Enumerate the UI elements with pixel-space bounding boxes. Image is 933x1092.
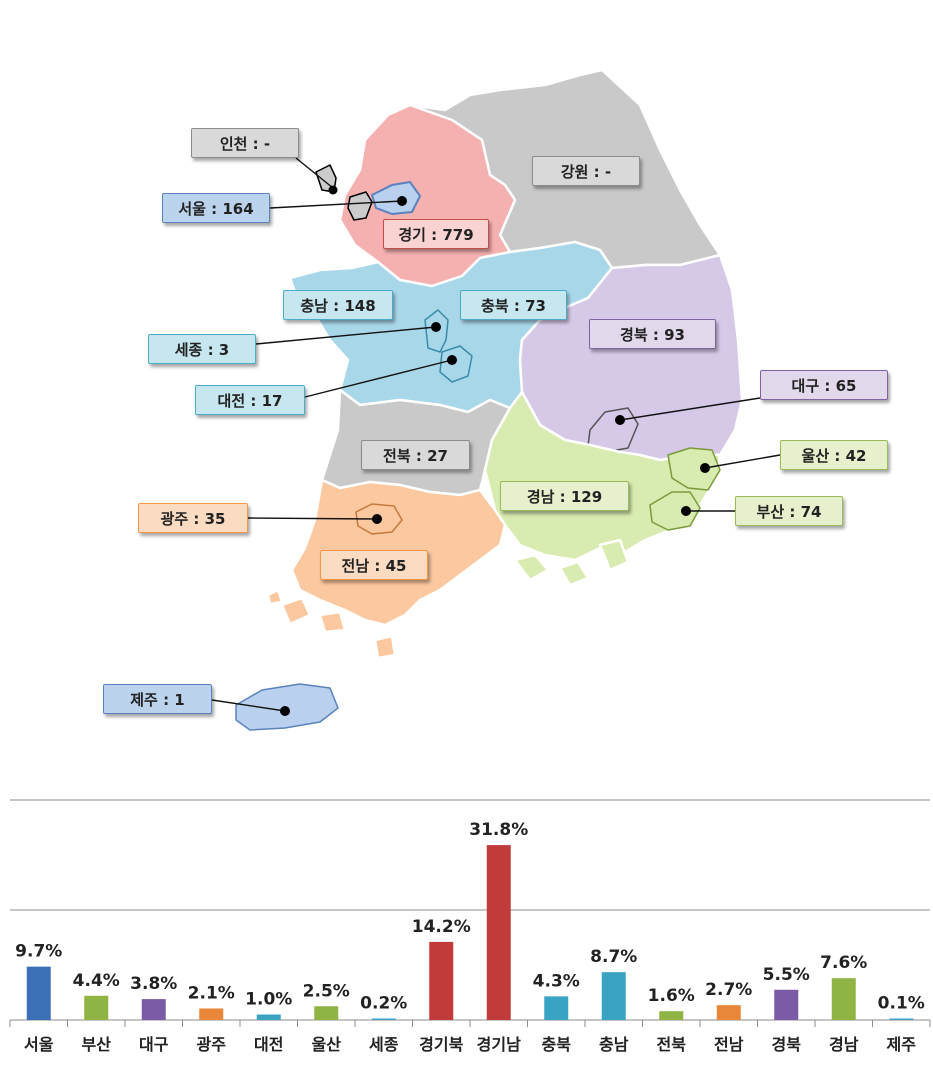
category-label: 경남: [829, 1035, 859, 1054]
bar-11: [659, 1011, 684, 1020]
bar-0: [26, 966, 51, 1020]
ulsan-leader: [704, 454, 781, 469]
bar-value-label: 0.1%: [878, 994, 925, 1014]
bar-15: [889, 1018, 914, 1020]
bar-value-label: 8.7%: [590, 947, 637, 967]
share-bar-chart: 9.7% 서울 4.4% 부산 3.8% 대구 2.1% 광주 1.0% 대전 2.5% 울산 0.2%…: [9, 799, 931, 1054]
bar-value-label: 4.4%: [73, 971, 120, 991]
category-label: 광주: [197, 1035, 227, 1054]
jeonbuk-label: 전북 : 27: [361, 440, 470, 470]
ulsan-dot: [700, 463, 710, 473]
jeonnam-label: 전남 : 45: [320, 550, 428, 580]
bar-value-label: 9.7%: [15, 942, 62, 962]
ulsan-label: 울산 : 42: [780, 440, 888, 470]
category-label: 대구: [139, 1035, 169, 1054]
ulsan-region[interactable]: [667, 447, 721, 491]
bar-value-label: 2.5%: [303, 981, 350, 1001]
bar-value-label: 5.5%: [763, 965, 810, 985]
bar-value-label: 0.2%: [360, 994, 407, 1014]
bar-value-label: 14.2%: [412, 917, 471, 937]
category-label: 충남: [599, 1035, 629, 1054]
bar-value-label: 1.0%: [245, 990, 292, 1010]
bar-3: [199, 1008, 224, 1020]
incheon-label: 인천 : -: [191, 128, 299, 158]
daejeon-region[interactable]: [439, 345, 473, 383]
daegu-label: 대구 : 65: [760, 370, 888, 400]
bar-9: [544, 996, 569, 1020]
bar-6: [371, 1018, 396, 1020]
jeju-dot: [280, 706, 290, 716]
bar-value-label: 2.7%: [705, 980, 752, 1000]
seoul-leader: [269, 200, 403, 209]
bar-13: [774, 989, 799, 1020]
gwangju-dot: [372, 514, 382, 524]
chungbuk-label: 충북 : 73: [460, 290, 567, 320]
category-label: 충북: [542, 1035, 572, 1054]
incheon-region[interactable]: [315, 164, 337, 193]
daejeon-leader: [304, 359, 453, 398]
category-label: 경북: [772, 1035, 802, 1054]
bar-14: [831, 978, 856, 1020]
bar-value-label: 7.6%: [820, 953, 867, 973]
bar-12: [716, 1005, 741, 1020]
bar-value-label: 1.6%: [648, 986, 695, 1006]
jeju-leader: [211, 699, 286, 712]
bar-value-label: 4.3%: [533, 971, 580, 991]
gyeonggi-label: 경기 : 779: [383, 219, 489, 249]
sejong-dot: [431, 322, 441, 332]
busan-label: 부산 : 74: [735, 496, 843, 526]
category-label: 경기남: [477, 1035, 521, 1054]
bar-value-label: 2.1%: [188, 983, 235, 1003]
busan-region[interactable]: [649, 491, 701, 531]
category-label: 경기북: [419, 1035, 463, 1054]
bar-1: [84, 995, 109, 1020]
bar-5: [314, 1006, 339, 1020]
category-label: 울산: [312, 1035, 342, 1054]
daegu-leader: [619, 397, 761, 421]
category-label: 부산: [82, 1035, 112, 1054]
category-label: 전남: [714, 1035, 744, 1054]
category-label: 세종: [369, 1035, 399, 1054]
gwangju-label: 광주 : 35: [138, 503, 248, 533]
jeju-label: 제주 : 1: [103, 684, 212, 714]
seoul-region[interactable]: [371, 181, 421, 215]
busan-dot: [681, 506, 691, 516]
bar-2: [141, 999, 166, 1020]
daejeon-label: 대전 : 17: [195, 385, 305, 415]
incheon-region-2[interactable]: [347, 191, 373, 221]
gyeongbuk-label: 경북 : 93: [589, 319, 716, 349]
incheon-dot: [328, 185, 338, 195]
category-label: 제주: [887, 1035, 917, 1054]
category-label: 전북: [657, 1035, 687, 1054]
sejong-leader: [255, 326, 437, 345]
gyeongnam-label: 경남 : 129: [500, 481, 629, 511]
bar-8: [486, 845, 511, 1020]
category-label: 서울: [24, 1035, 54, 1054]
category-label: 대전: [254, 1035, 283, 1054]
gyeongnam-islands: [513, 538, 630, 587]
jeonnam-islands: [266, 588, 397, 660]
bar-10: [601, 972, 626, 1020]
gwangju-leader: [247, 517, 378, 520]
gangwon-label: 강원 : -: [532, 156, 640, 186]
sejong-label: 세종 : 3: [148, 334, 256, 364]
incheon-leader: [295, 157, 334, 189]
bar-value-label: 31.8%: [469, 820, 528, 840]
chungnam-label: 충남 : 148: [283, 290, 393, 320]
seoul-label: 서울 : 164: [162, 193, 270, 223]
bar-7: [429, 941, 454, 1020]
daejeon-dot: [447, 355, 457, 365]
daegu-dot: [615, 415, 625, 425]
bar-4: [256, 1014, 281, 1020]
bar-value-label: 3.8%: [130, 974, 177, 994]
seoul-dot: [397, 196, 407, 206]
